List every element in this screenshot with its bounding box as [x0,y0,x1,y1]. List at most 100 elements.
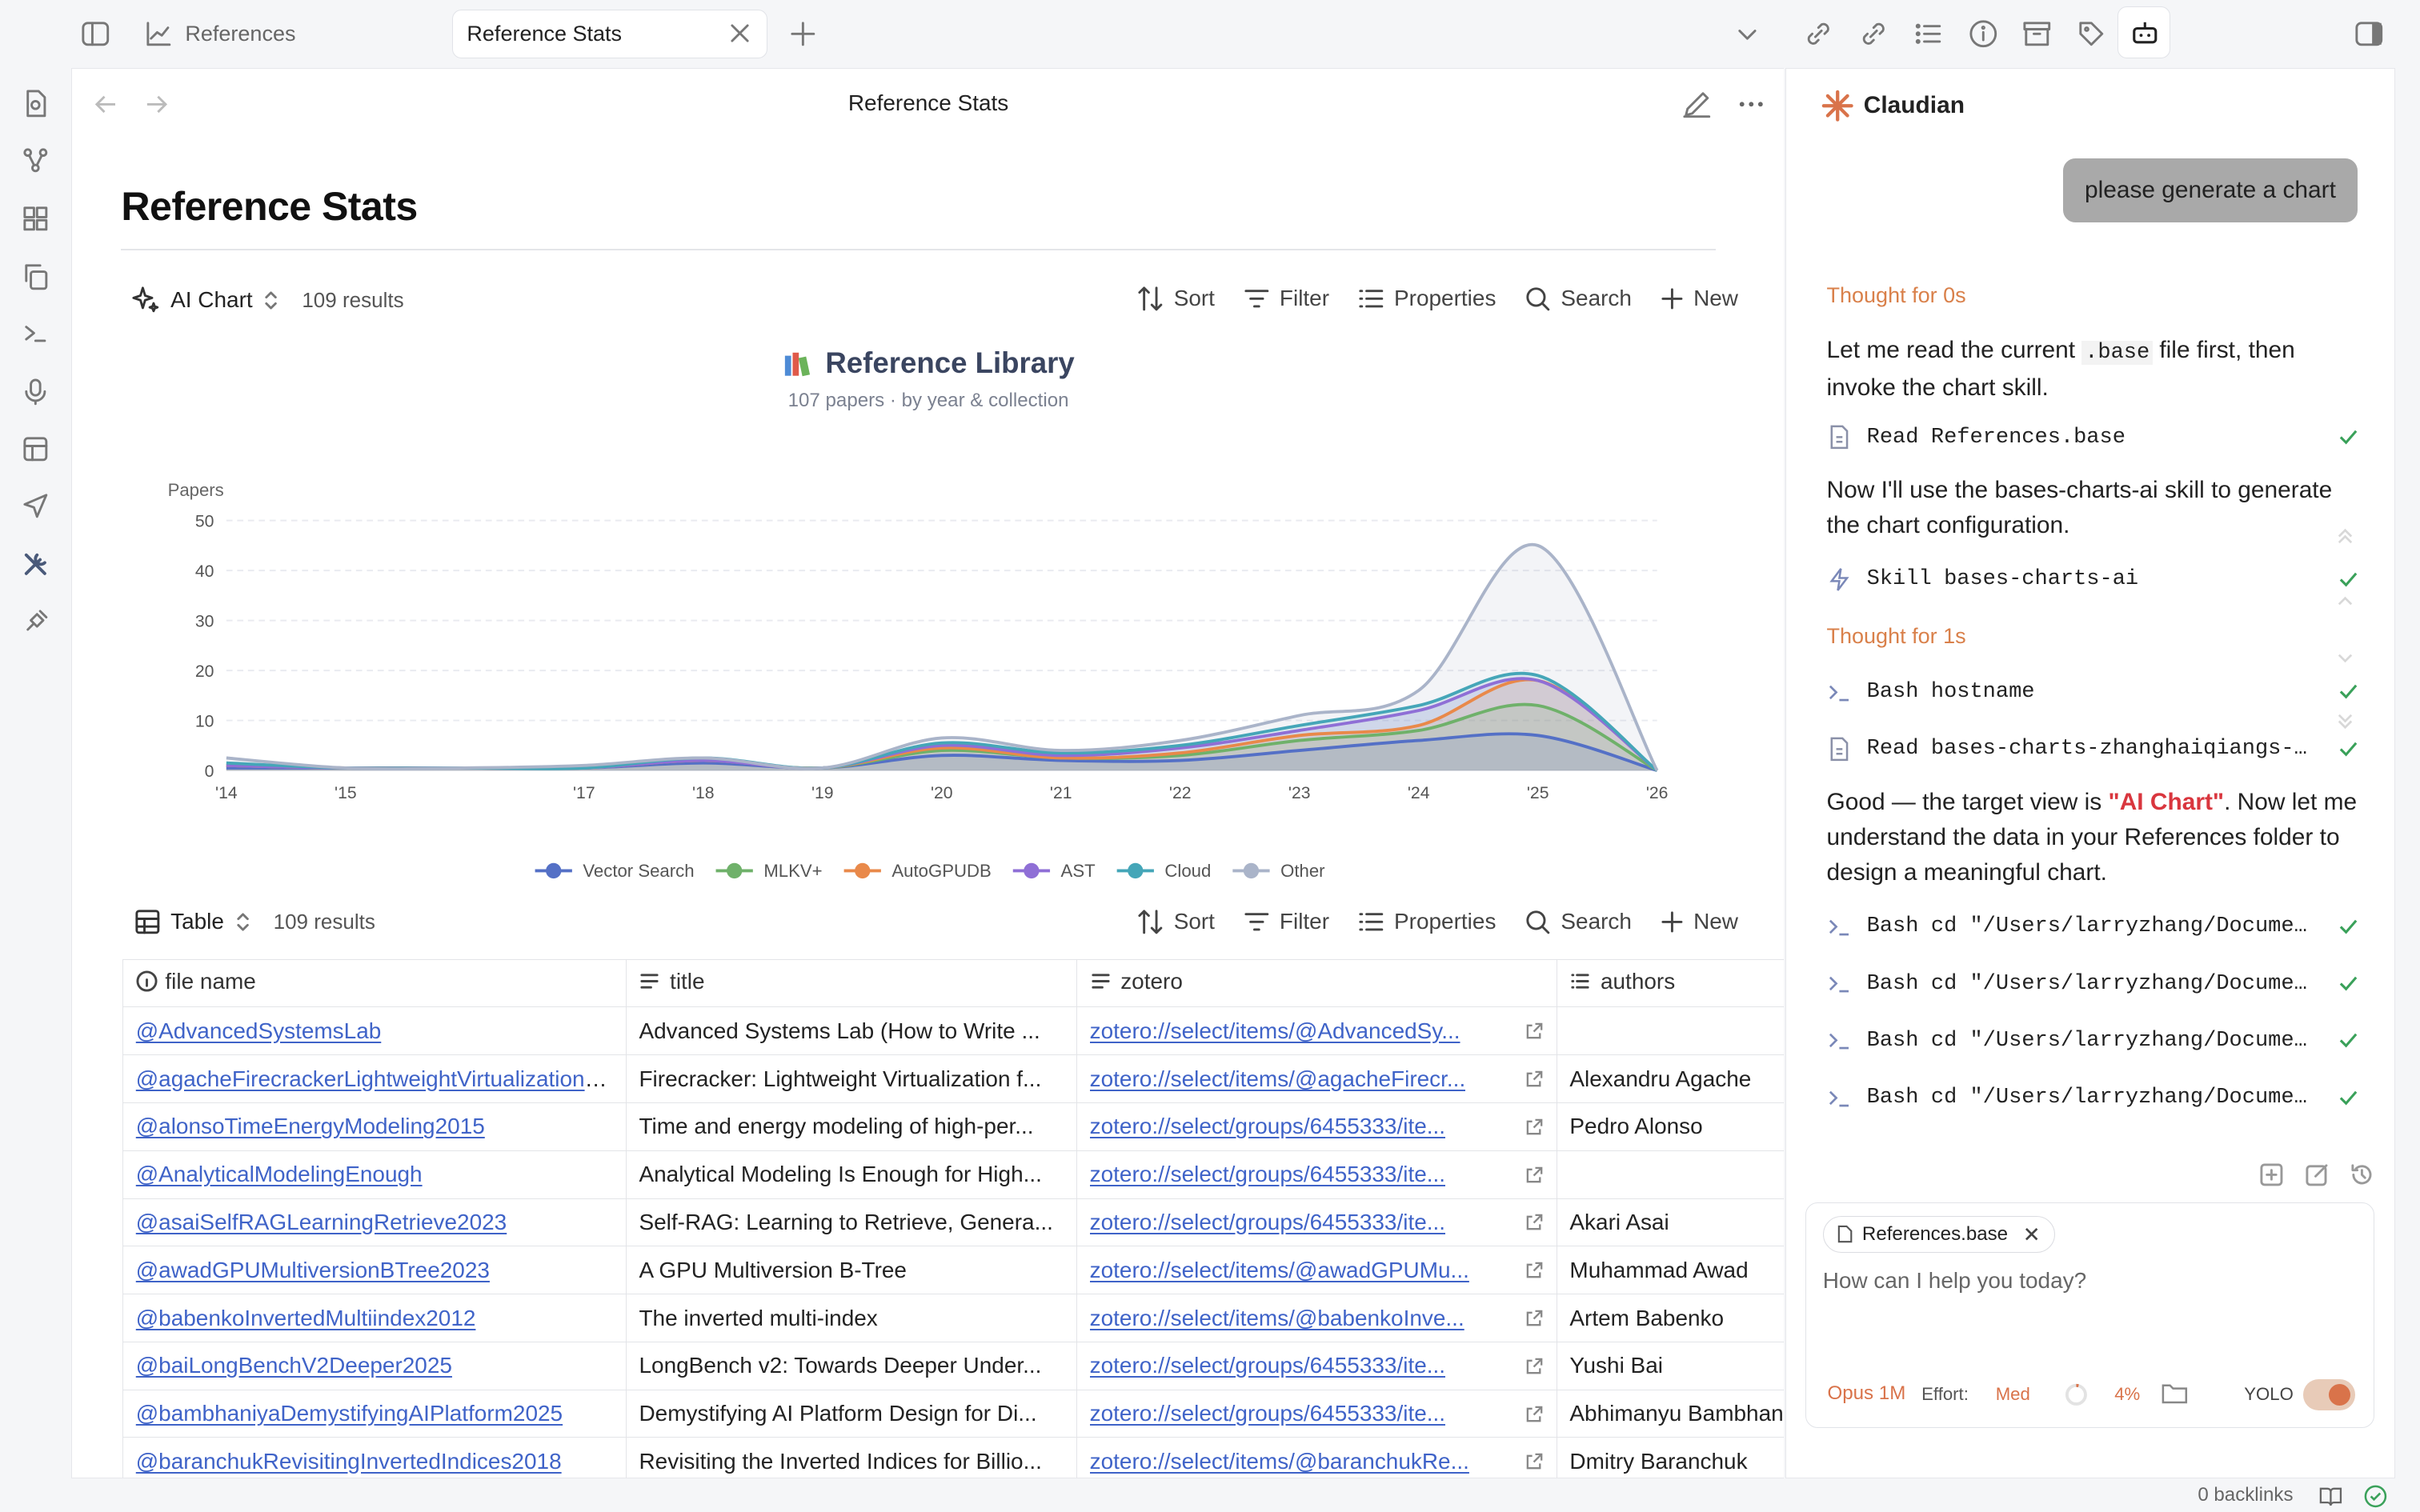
model-selector[interactable]: Opus 1M [1827,1382,1906,1405]
cell-title[interactable]: Firecracker: Lightweight Virtualization … [626,1054,1078,1103]
cell-title[interactable]: Demystifying AI Platform Design for Di..… [626,1389,1078,1438]
cell-authors[interactable]: Muhammad Awad [1556,1246,1785,1295]
cell-title[interactable]: Advanced Systems Lab (How to Write ... [626,1006,1078,1056]
file-link[interactable]: @agacheFirecrackerLightweightVirtualizat… [135,1066,627,1091]
cell-zotero[interactable]: zotero://select/items/@agacheFirecr... [1076,1054,1557,1103]
tab-references[interactable]: References [142,10,444,59]
cell-authors[interactable]: Dmitry Baranchuk [1556,1437,1785,1478]
graph-icon[interactable] [18,143,52,177]
zotero-link[interactable]: zotero://select/items/@AdvancedSy... [1089,1018,1460,1043]
tool-call-bash[interactable]: Bash hostname [1827,674,2359,710]
tool-call-bash[interactable]: Bash cd "/Users/larryzhang/Docume... [1827,1079,2359,1116]
tool-call-skill[interactable]: Skill bases-charts-ai [1827,561,2359,598]
cell-file-name[interactable]: @asaiSelfRAGLearningRetrieve2023 [122,1198,627,1247]
new-chat-icon[interactable] [2259,1162,2284,1187]
tab-reference-stats[interactable]: Reference Stats [452,9,767,59]
zotero-link[interactable]: zotero://select/groups/6455333/ite... [1089,1353,1446,1378]
scroll-bottom-icon[interactable] [2334,710,2356,732]
cell-zotero[interactable]: zotero://select/groups/6455333/ite... [1076,1102,1557,1151]
cell-zotero[interactable]: zotero://select/items/@awadGPUMu... [1076,1246,1557,1295]
right-sidebar-toggle-icon[interactable] [2354,18,2385,50]
cell-file-name[interactable]: @bambhaniyaDemystifyingAIPlatform2025 [122,1389,627,1438]
table-search-button[interactable]: Search [1524,908,1632,936]
info-icon[interactable] [1968,18,1999,50]
cell-zotero[interactable]: zotero://select/groups/6455333/ite... [1076,1389,1557,1438]
file-link[interactable]: @AdvancedSystemsLab [135,1018,382,1043]
history-icon[interactable] [2350,1162,2374,1187]
column-header-authors[interactable]: authors [1556,958,1785,1008]
scroll-up-icon[interactable] [2334,590,2356,612]
cell-zotero[interactable]: zotero://select/items/@AdvancedSy... [1076,1006,1557,1056]
cell-title[interactable]: The inverted multi-index [626,1294,1078,1342]
yolo-toggle[interactable] [2302,1379,2356,1410]
cell-zotero[interactable]: zotero://select/groups/6455333/ite... [1076,1198,1557,1247]
close-icon[interactable] [729,22,751,44]
terminal-icon[interactable] [18,316,52,350]
cell-authors[interactable]: Yushi Bai [1556,1341,1785,1390]
table-properties-button[interactable]: Properties [1357,908,1496,936]
copy-icon[interactable] [18,259,52,293]
zotero-link[interactable]: zotero://select/groups/6455333/ite... [1089,1209,1446,1234]
column-header-title[interactable]: title [626,958,1078,1008]
attachment-chip[interactable]: References.base [1822,1215,2055,1254]
folder-icon[interactable] [2161,1381,2189,1406]
table-view-selector[interactable]: Table 109 results [134,908,375,936]
zotero-link[interactable]: zotero://select/items/@babenkoInve... [1089,1305,1464,1330]
effort-selector[interactable]: Med [1995,1384,2030,1404]
cell-file-name[interactable]: @baiLongBenchV2Deeper2025 [122,1341,627,1390]
layout-icon[interactable] [18,432,52,466]
forward-arrow-icon[interactable] [144,92,169,117]
file-link[interactable]: @awadGPUMultiversionBTree2023 [135,1257,490,1282]
file-link[interactable]: @babenkoInvertedMultiindex2012 [135,1305,476,1330]
new-tab-plus-icon[interactable] [789,20,817,48]
file-link[interactable]: @baiLongBenchV2Deeper2025 [135,1353,452,1378]
chart-sort-button[interactable]: Sort [1136,285,1215,313]
grid-icon[interactable] [18,202,52,236]
file-search-icon[interactable] [18,86,52,120]
link-search-icon[interactable] [1803,18,1834,50]
chart-filter-button[interactable]: Filter [1243,285,1329,313]
chart-view-selector[interactable]: AI Chart 109 results [130,285,404,316]
bot-tab[interactable] [2118,6,2170,59]
thought-label[interactable]: Thought for 1s [1826,624,1966,649]
table-sort-button[interactable]: Sort [1136,908,1215,936]
sidebar-toggle-icon[interactable] [80,18,111,50]
cell-zotero[interactable]: zotero://select/items/@baranchukRe... [1076,1437,1557,1478]
chart-new-button[interactable]: New [1660,286,1738,311]
cell-file-name[interactable]: @AdvancedSystemsLab [122,1006,627,1056]
cell-zotero[interactable]: zotero://select/items/@babenkoInve... [1076,1294,1557,1342]
file-link[interactable]: @AnalyticalModelingEnough [135,1162,423,1187]
tool-call-bash[interactable]: Bash cd "/Users/larryzhang/Docume... [1827,908,2359,945]
cell-authors[interactable]: Pedro Alonso [1556,1102,1785,1151]
cell-authors[interactable]: Abhimanyu Bambhaniya [1556,1389,1785,1438]
cell-file-name[interactable]: @awadGPUMultiversionBTree2023 [122,1246,627,1295]
zotero-link[interactable]: zotero://select/groups/6455333/ite... [1089,1162,1446,1187]
backlinks-count[interactable]: 0 backlinks [2198,1484,2294,1506]
microphone-icon[interactable] [18,375,52,409]
table-filter-button[interactable]: Filter [1243,908,1329,936]
file-link[interactable]: @asaiSelfRAGLearningRetrieve2023 [135,1209,507,1234]
cell-title[interactable]: Analytical Modeling Is Enough for High..… [626,1150,1078,1199]
outline-list-icon[interactable] [1913,18,1945,50]
zotero-link[interactable]: zotero://select/items/@baranchukRe... [1089,1448,1469,1474]
send-icon[interactable] [18,489,52,522]
back-arrow-icon[interactable] [94,92,118,117]
cell-authors[interactable]: Akari Asai [1556,1198,1785,1247]
archive-icon[interactable] [2021,18,2053,50]
chevron-down-icon[interactable] [1735,22,1760,46]
tools-icon[interactable] [18,548,52,582]
scroll-top-icon[interactable] [2334,526,2356,547]
tool-call-read[interactable]: Read bases-charts-zhanghaiqiangs-... [1827,730,2359,767]
edit-note-icon[interactable] [2305,1162,2330,1187]
cell-zotero[interactable]: zotero://select/groups/6455333/ite... [1076,1150,1557,1199]
cell-authors[interactable] [1556,1150,1785,1199]
chart-properties-button[interactable]: Properties [1357,285,1496,313]
tool-call-read[interactable]: Read References.base [1827,419,2359,456]
cell-file-name[interactable]: @baranchukRevisitingInvertedIndices2018 [122,1437,627,1478]
chat-input[interactable]: How can I help you today? [1822,1268,2087,1294]
cell-file-name[interactable]: @agacheFirecrackerLightweightVirtualizat… [122,1054,627,1103]
cell-authors[interactable]: Alexandru Agache [1556,1054,1785,1103]
book-icon[interactable] [2318,1484,2343,1509]
plugin-icon[interactable] [18,605,52,638]
cell-file-name[interactable]: @babenkoInvertedMultiindex2012 [122,1294,627,1342]
